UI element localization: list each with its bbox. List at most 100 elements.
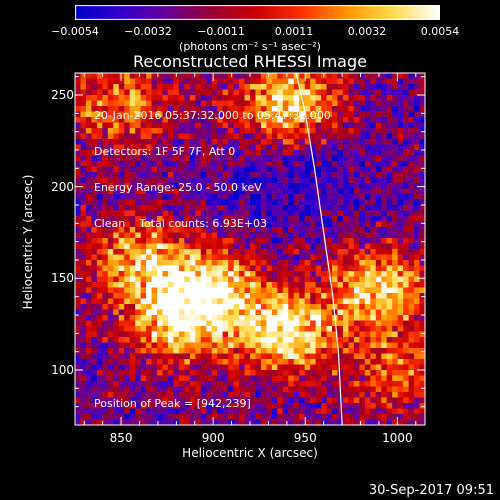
heatmap-cell — [75, 188, 81, 195]
heatmap-cell — [140, 73, 147, 79]
heatmap-cell — [102, 414, 109, 420]
heatmap-cell — [75, 298, 81, 305]
heatmap-cell — [140, 122, 147, 129]
heatmap-cell — [375, 348, 382, 354]
heatmap-cell — [118, 221, 125, 228]
heatmap-cell — [107, 221, 114, 228]
heatmap-cell — [397, 276, 404, 283]
heatmap-cell — [228, 309, 234, 316]
heatmap-cell — [364, 205, 371, 211]
heatmap-cell — [91, 139, 98, 145]
heatmap-cell — [96, 397, 103, 404]
heatmap-cell — [342, 161, 349, 167]
heatmap-cell — [146, 298, 152, 305]
heatmap-cell — [217, 353, 224, 360]
heatmap-cell — [228, 199, 234, 206]
heatmap-cell — [337, 221, 344, 228]
heatmap-cell — [326, 375, 333, 382]
heatmap-cell — [359, 265, 366, 272]
heatmap-cell — [315, 298, 322, 305]
heatmap-cell — [386, 221, 393, 228]
heatmap-cell — [419, 194, 426, 200]
heatmap-cell — [146, 221, 152, 228]
heatmap-cell — [228, 150, 234, 156]
heatmap-cell — [157, 397, 163, 404]
heatmap-cell — [277, 309, 284, 316]
heatmap-cell — [189, 166, 196, 173]
heatmap-cell — [151, 205, 158, 211]
heatmap-cell — [146, 128, 152, 134]
heatmap-cell — [266, 364, 273, 371]
heatmap-cell — [271, 331, 278, 338]
heatmap-cell — [408, 216, 415, 222]
heatmap-cell — [370, 78, 377, 85]
heatmap-cell — [151, 84, 158, 90]
heatmap-cell — [288, 419, 295, 426]
heatmap-cell — [293, 161, 300, 167]
heatmap-cell — [359, 194, 366, 200]
heatmap-cell — [200, 359, 207, 365]
heatmap-cell — [217, 205, 224, 211]
heatmap-cell — [310, 205, 317, 211]
heatmap-cell — [364, 271, 371, 277]
heatmap-cell — [124, 276, 131, 283]
heatmap-cell — [419, 139, 426, 145]
heatmap-cell — [250, 282, 256, 288]
heatmap-cell — [244, 403, 251, 409]
heatmap-cell — [217, 282, 224, 288]
heatmap-cell — [392, 155, 399, 162]
heatmap-cell — [129, 342, 136, 349]
heatmap-cell — [403, 84, 409, 90]
heatmap-cell — [260, 348, 267, 354]
heatmap-cell — [113, 166, 120, 173]
heatmap-cell — [342, 298, 349, 305]
heatmap-cell — [102, 183, 109, 189]
heatmap-cell — [178, 337, 185, 343]
heatmap-cell — [293, 408, 300, 415]
heatmap-cell — [326, 199, 333, 206]
heatmap-cell — [321, 287, 327, 294]
heatmap-cell — [233, 216, 240, 222]
heatmap-cell — [102, 320, 109, 327]
heatmap-cell — [299, 348, 306, 354]
heatmap-cell — [370, 265, 377, 272]
heatmap-cell — [211, 172, 218, 178]
heatmap-cell — [211, 89, 218, 96]
heatmap-cell — [315, 199, 322, 206]
heatmap-cell — [277, 144, 284, 151]
heatmap-cell — [173, 111, 180, 118]
heatmap-cell — [386, 293, 393, 299]
heatmap-cell — [255, 111, 262, 118]
heatmap-cell — [129, 106, 136, 112]
heatmap-cell — [381, 166, 388, 173]
heatmap-cell — [332, 304, 338, 310]
heatmap-cell — [244, 205, 251, 211]
heatmap-cell — [348, 419, 355, 426]
heatmap-cell — [403, 227, 409, 233]
heatmap-cell — [118, 293, 125, 299]
heatmap-cell — [337, 419, 344, 426]
heatmap-cell — [113, 408, 120, 415]
heatmap-cell — [364, 364, 371, 371]
heatmap-cell — [353, 161, 360, 167]
heatmap-cell — [140, 342, 147, 349]
heatmap-cell — [85, 177, 92, 184]
heatmap-cell — [85, 359, 92, 365]
heatmap-cell — [326, 144, 333, 151]
heatmap-cell — [375, 199, 382, 206]
heatmap-cell — [293, 370, 300, 376]
heatmap-cell — [178, 216, 185, 222]
heatmap-cell — [217, 342, 224, 349]
heatmap-cell — [392, 287, 399, 294]
heatmap-cell — [364, 331, 371, 338]
heatmap-cell — [195, 111, 202, 118]
heatmap-cell — [348, 210, 355, 217]
heatmap-cell — [293, 386, 300, 393]
heatmap-cell — [282, 276, 289, 283]
heatmap-cell — [102, 139, 109, 145]
heatmap-cell — [348, 243, 355, 250]
heatmap-cell — [353, 408, 360, 415]
heatmap-cell — [206, 194, 213, 200]
heatmap-cell — [200, 309, 207, 316]
heatmap-cell — [397, 331, 404, 338]
